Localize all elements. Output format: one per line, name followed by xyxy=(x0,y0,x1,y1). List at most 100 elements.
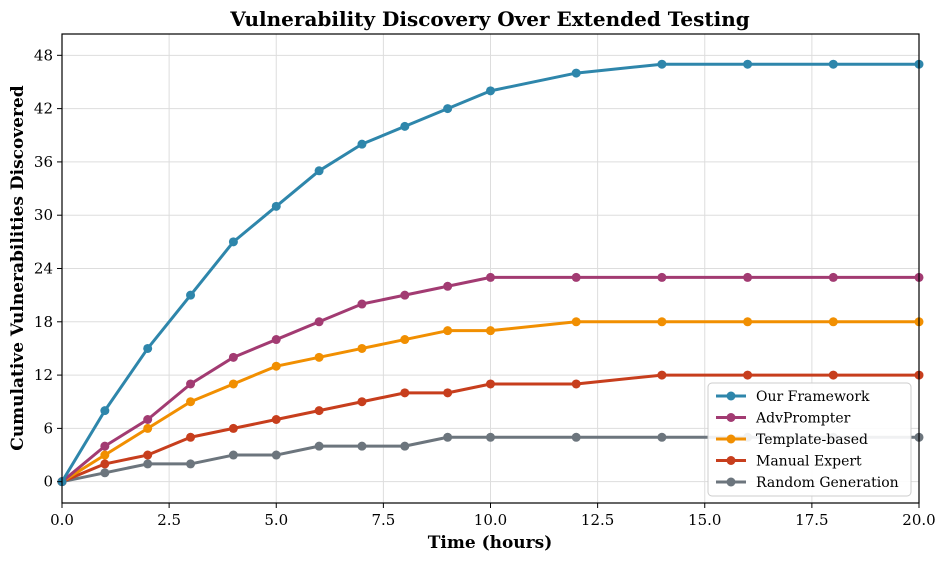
manual-expert-point xyxy=(143,450,153,460)
legend-swatch-marker xyxy=(726,477,736,487)
x-tick-label: 7.5 xyxy=(371,511,395,529)
legend-label: Manual Expert xyxy=(756,454,862,470)
y-tick-label: 0 xyxy=(43,473,53,491)
our-framework-point xyxy=(571,68,581,78)
advprompter-point xyxy=(271,335,281,345)
y-tick-label: 42 xyxy=(34,100,53,118)
manual-expert-point xyxy=(228,423,238,433)
legend-box xyxy=(707,382,912,497)
random-generation-point xyxy=(571,432,581,442)
our-framework-point xyxy=(657,59,667,69)
random-generation-point xyxy=(314,441,324,451)
manual-expert-point xyxy=(271,415,281,425)
manual-expert-point xyxy=(828,370,838,380)
template-based-point xyxy=(357,343,367,353)
advprompter-point xyxy=(100,441,110,451)
our-framework-point xyxy=(486,86,495,96)
legend-item-advprompter: AdvPrompter xyxy=(716,411,851,427)
y-axis-label: Cumulative Vulnerabilities Discovered xyxy=(8,85,28,451)
manual-expert-point xyxy=(400,388,410,398)
manual-expert-point xyxy=(357,397,367,407)
manual-expert-point xyxy=(743,370,753,380)
x-tick-label: 2.5 xyxy=(157,511,181,529)
legend-label: Template-based xyxy=(756,432,868,448)
legend-swatch-marker xyxy=(726,456,736,465)
our-framework-point xyxy=(271,201,281,211)
manual-expert-point xyxy=(443,388,453,398)
legend-item-our-framework: Our Framework xyxy=(716,389,870,405)
x-axis-ticks: 0.0 2.5 5.0 7.5 10.0 12.5 15.0 17.5 20.0 xyxy=(50,503,936,529)
legend-swatch-marker xyxy=(726,413,736,422)
advprompter-point xyxy=(486,272,495,282)
legend-label: Our Framework xyxy=(756,389,870,405)
random-generation-point xyxy=(143,459,153,469)
x-tick-label: 12.5 xyxy=(581,511,614,529)
advprompter-point xyxy=(186,379,196,389)
legend: Our Framework AdvPrompter Template-based Ma… xyxy=(707,382,912,497)
random-generation-point xyxy=(186,459,196,469)
manual-expert-point xyxy=(186,432,196,442)
x-tick-label: 20.0 xyxy=(902,511,935,529)
template-based-point xyxy=(314,352,324,362)
advprompter-line xyxy=(60,275,921,484)
advprompter-point xyxy=(828,272,838,282)
template-based-point xyxy=(271,361,281,371)
template-based-point xyxy=(186,397,196,407)
template-based-point xyxy=(400,335,410,345)
template-based-point xyxy=(743,317,753,327)
x-tick-label: 15.0 xyxy=(688,511,721,529)
advprompter-point xyxy=(571,272,581,282)
template-based-point xyxy=(486,326,495,336)
legend-item-manual-expert: Manual Expert xyxy=(716,454,862,470)
manual-expert-line xyxy=(60,373,921,484)
advprompter-point xyxy=(743,272,753,282)
advprompter-point xyxy=(400,290,410,300)
y-tick-label: 24 xyxy=(34,260,53,278)
manual-expert-point xyxy=(486,379,495,389)
manual-expert-point xyxy=(314,406,324,416)
our-framework-point xyxy=(443,104,453,114)
legend-label: AdvPrompter xyxy=(755,411,851,427)
random-generation-point xyxy=(443,432,453,442)
x-tick-label: 0.0 xyxy=(50,511,74,529)
advprompter-point xyxy=(143,415,153,425)
y-tick-label: 48 xyxy=(34,46,53,64)
legend-item-template-based: Template-based xyxy=(716,432,868,448)
our-framework-line xyxy=(60,62,921,484)
random-generation-line xyxy=(60,435,921,484)
manual-expert-point xyxy=(657,370,667,380)
x-tick-label: 10.0 xyxy=(474,511,507,529)
manual-expert-point xyxy=(571,379,581,389)
template-based-point xyxy=(571,317,581,327)
x-tick-label: 5.0 xyxy=(264,511,288,529)
our-framework-point xyxy=(314,166,324,176)
manual-expert-point xyxy=(100,459,110,469)
template-based-point xyxy=(828,317,838,327)
advprompter-point xyxy=(314,317,324,327)
template-based-point xyxy=(657,317,667,327)
advprompter-point xyxy=(357,299,367,309)
series-layer xyxy=(57,59,924,487)
advprompter-point xyxy=(443,281,453,291)
advprompter-point xyxy=(228,352,238,362)
legend-swatch-marker xyxy=(726,391,736,401)
y-tick-label: 30 xyxy=(34,206,53,224)
advprompter-point xyxy=(657,272,667,282)
our-framework-point xyxy=(400,121,410,131)
random-generation-point xyxy=(100,468,110,478)
y-axis-ticks: 0 6 12 18 24 30 36 42 48 xyxy=(34,46,62,491)
our-framework-point xyxy=(143,343,153,353)
random-generation-point xyxy=(228,450,238,460)
random-generation-point xyxy=(486,432,495,442)
series-random-generation xyxy=(57,432,924,487)
x-axis-label: Time (hours) xyxy=(428,533,553,553)
template-based-point xyxy=(143,423,153,433)
legend-item-random-generation: Random Generation xyxy=(716,475,899,491)
random-generation-point xyxy=(657,432,667,442)
random-generation-point xyxy=(271,450,281,460)
our-framework-point xyxy=(228,237,238,247)
our-framework-point xyxy=(743,59,753,69)
our-framework-point xyxy=(100,406,110,416)
random-generation-point xyxy=(357,441,367,451)
